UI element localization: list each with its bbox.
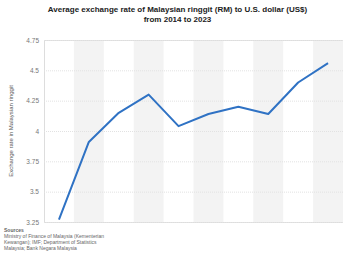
y-axis-line	[45, 41, 344, 223]
y-tick-label: 3.75	[26, 158, 39, 165]
title-line: from 2014 to 2023	[144, 15, 212, 24]
y-tick: 4	[35, 128, 343, 135]
title-line: Average exchange rate of Malaysian ringg…	[48, 5, 308, 14]
source-line: Malaysia; Bank Negara Malaysia	[4, 245, 77, 251]
grid-line	[44, 131, 343, 132]
chart: Average exchange rate of Malaysian ringg…	[0, 0, 355, 253]
y-tick: 4.75	[26, 37, 343, 44]
y-tick-label: 4.75	[26, 37, 39, 44]
grid-line	[44, 161, 343, 162]
y-tick-label: 3.5	[30, 188, 39, 195]
grid-line	[44, 222, 343, 223]
title: Average exchange rate of Malaysian ringg…	[48, 5, 308, 24]
y-tick-label: 4.25	[26, 97, 39, 104]
y-tick: 4.5	[30, 67, 343, 74]
grid-line	[44, 101, 343, 102]
line	[59, 63, 328, 220]
y-tick: 3.5	[30, 188, 343, 195]
grid-line	[44, 192, 343, 193]
y-tick-label: 3.25	[26, 219, 39, 226]
y-tick-label: 4.5	[30, 67, 39, 74]
grid-line	[44, 40, 343, 41]
plot	[59, 63, 328, 220]
source: SourcesMinistry of Finance of Malaysia (…	[4, 227, 104, 251]
y-tick-label: 4	[35, 128, 39, 135]
y-axis-title: Exchange rate in Malaysian ringgit	[8, 85, 14, 177]
y-axis: 3.25 3.5 3.75 4 4.25 4.5 4.75	[26, 37, 343, 226]
y-tick: 3.25	[26, 219, 343, 226]
grid-line	[44, 70, 343, 71]
y-tick: 3.75	[26, 158, 343, 165]
y-tick: 4.25	[26, 97, 343, 104]
